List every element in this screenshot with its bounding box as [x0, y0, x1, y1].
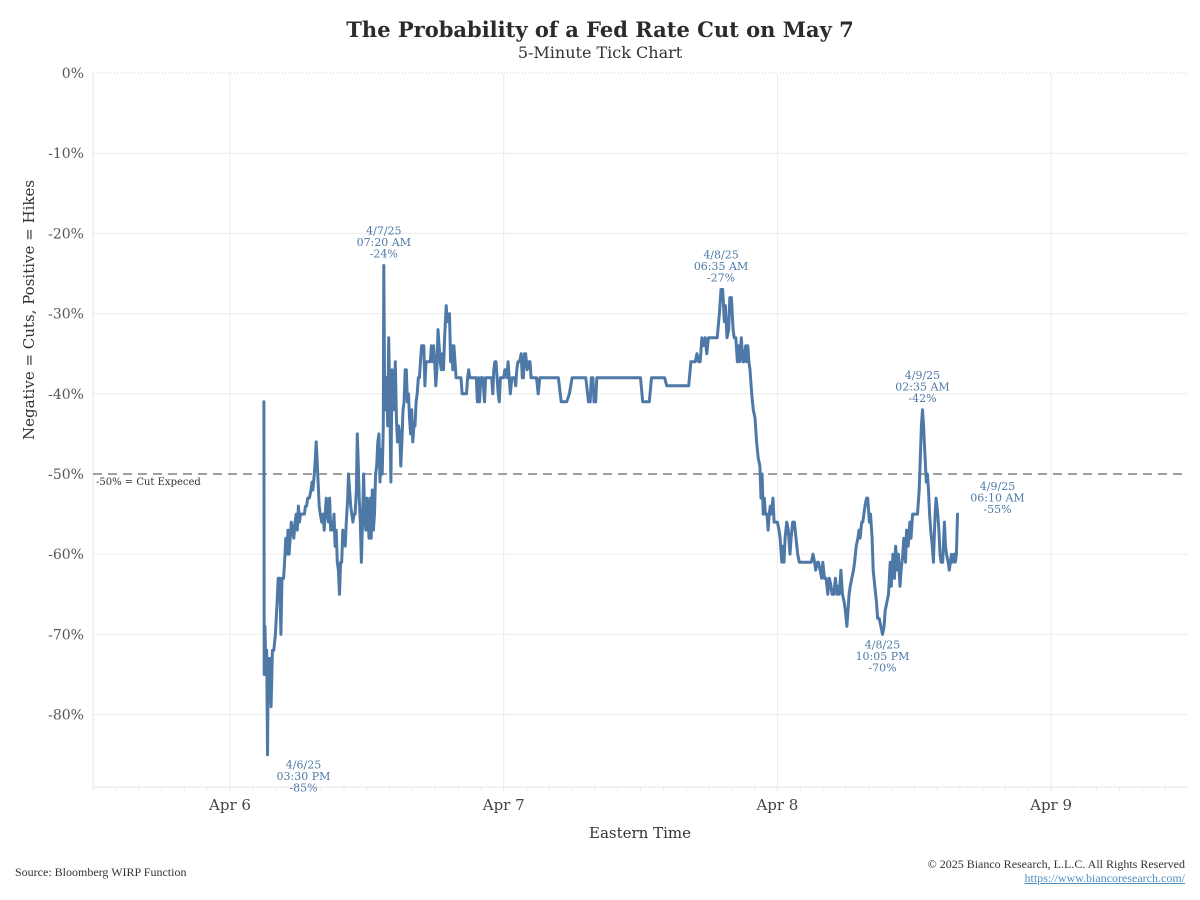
y-tick-label: -70% [48, 627, 84, 643]
annotation-text: 07:20 AM [357, 236, 411, 249]
annotation-text: -85% [289, 782, 317, 795]
x-tick-label: Apr 7 [482, 796, 525, 814]
annotation-text: 02:35 AM [895, 380, 949, 393]
annotation-text: 4/7/25 [366, 224, 401, 237]
x-tick-label: Apr 6 [208, 796, 251, 814]
reference-line-group: -50% = Cut Expeced [93, 473, 1187, 488]
annotation-text: 4/8/25 [865, 638, 900, 651]
y-tick-label: -10% [48, 146, 84, 162]
chart-title: The Probability of a Fed Rate Cut on May… [346, 17, 854, 42]
x-tick-label: Apr 9 [1029, 796, 1072, 814]
x-axis-ticks: Apr 6 Apr 7 Apr 8 Apr 9 [92, 787, 1166, 814]
y-tick-label: -20% [48, 226, 84, 242]
y-tick-label: -60% [48, 547, 84, 563]
y-tick-label: -80% [48, 708, 84, 724]
reference-line-label: -50% = Cut Expeced [96, 477, 201, 488]
y-tick-label: -40% [48, 387, 84, 403]
annotation-text: -70% [868, 661, 896, 674]
annotation-text: 06:10 AM [970, 492, 1024, 505]
annotation-text: -55% [983, 503, 1011, 516]
series-group [262, 264, 959, 757]
annotation-text: 4/8/25 [703, 249, 738, 262]
source-note: Source: Bloomberg WIRP Function [15, 865, 187, 879]
annotation-text: 06:35 AM [694, 260, 748, 273]
series-line [262, 264, 959, 757]
annotation-text: 4/6/25 [286, 759, 321, 772]
x-axis-title: Eastern Time [589, 824, 691, 842]
annotation-text: 4/9/25 [980, 480, 1015, 493]
x-tick-label: Apr 8 [755, 796, 798, 814]
grid [92, 72, 1187, 788]
y-tick-label: -30% [48, 307, 84, 323]
annotation-text: -24% [370, 247, 398, 260]
annotation-text: -42% [908, 392, 936, 405]
annotation-text: -27% [707, 272, 735, 285]
y-tick-label: 0% [62, 66, 84, 82]
annotation-text: 4/9/25 [905, 369, 940, 382]
annotation-text: 03:30 PM [277, 770, 331, 783]
copyright-block: © 2025 Bianco Research, L.L.C. All Right… [928, 857, 1185, 885]
y-tick-label: -50% [48, 467, 84, 483]
annotation-text: 10:05 PM [856, 650, 910, 663]
website-link[interactable]: https://www.biancoresearch.com/ [1024, 871, 1185, 885]
chart-subtitle: 5-Minute Tick Chart [517, 43, 683, 62]
copyright-text: © 2025 Bianco Research, L.L.C. All Right… [927, 857, 1185, 871]
y-axis-title: Negative = Cuts, Positive = Hikes [20, 180, 38, 440]
y-axis-ticks: 0% -10% -20% -30% -40% -50% -60% -70% -80% [48, 66, 84, 724]
